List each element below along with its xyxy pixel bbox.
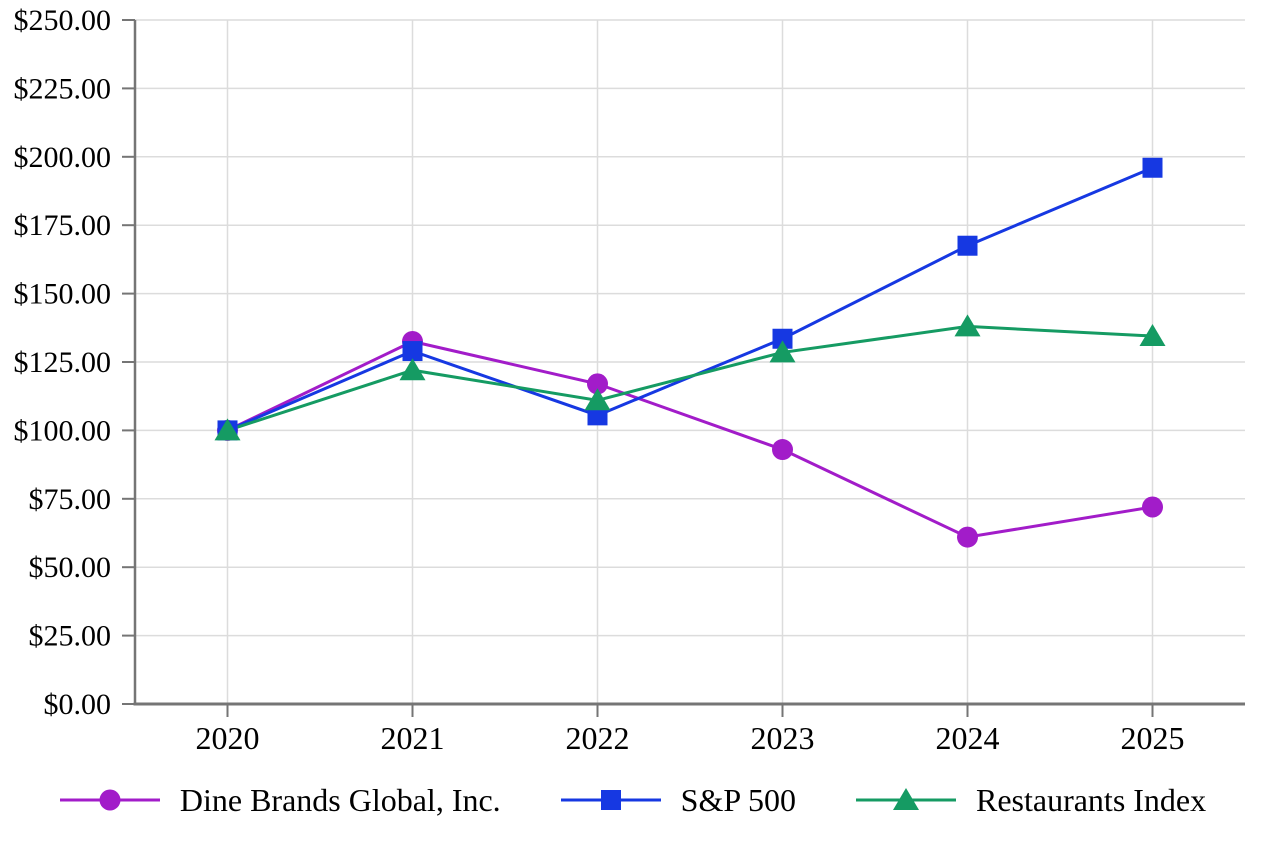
y-tick-label: $25.00	[29, 620, 112, 653]
y-tick-label: $125.00	[14, 346, 112, 379]
legend-item-sp-500: S&P 500	[559, 782, 796, 819]
data-point-sp-500	[772, 328, 793, 349]
data-point-restaurants-index	[399, 358, 426, 381]
y-tick-label: $75.00	[29, 483, 112, 516]
legend-label: S&P 500	[680, 781, 796, 818]
circle-marker	[99, 789, 121, 811]
data-point-restaurants-index	[769, 340, 796, 363]
x-tick-label: 2023	[751, 720, 815, 756]
legend-label: Dine Brands Global, Inc.	[179, 781, 501, 818]
legend-label: Restaurants Index	[975, 781, 1207, 818]
data-point-dine-brands-global-inc	[587, 373, 608, 395]
series-line-restaurants-index	[227, 324, 1153, 432]
series-line-sp-500	[226, 166, 1154, 432]
data-point-dine-brands-global-inc	[772, 439, 793, 461]
y-tick-label: $250.00	[14, 4, 112, 37]
series-line-dine-brands-global-inc	[226, 339, 1153, 539]
y-tick-label: $100.00	[14, 414, 112, 447]
x-tick-label: 2025	[1121, 720, 1185, 756]
square-marker	[600, 790, 621, 810]
data-point-restaurants-index	[214, 418, 241, 441]
legend-item-dine-brands-global-inc: Dine Brands Global, Inc.	[58, 782, 501, 819]
triangle-marker	[892, 788, 919, 810]
chart-legend: Dine Brands Global, Inc. S&P 500 Restauran…	[0, 760, 1264, 840]
y-tick-label: $225.00	[14, 72, 112, 105]
legend-key-square-icon	[560, 790, 661, 810]
data-point-restaurants-index	[584, 388, 611, 411]
data-point-restaurants-index	[1139, 324, 1166, 347]
legend-item-restaurants-index: Restaurants Index	[854, 782, 1206, 819]
x-tick-label: 2021	[381, 720, 445, 756]
data-point-sp-500	[957, 235, 978, 256]
y-tick-label: $50.00	[29, 551, 112, 584]
x-tick-label: 2024	[936, 720, 1000, 756]
data-point-sp-500	[402, 341, 423, 362]
data-point-restaurants-index	[954, 314, 981, 337]
data-point-sp-500	[1142, 157, 1163, 178]
y-tick-label: $175.00	[14, 209, 112, 242]
data-point-dine-brands-global-inc	[957, 526, 978, 548]
legend-key-triangle-icon	[855, 788, 956, 810]
x-tick-label: 2022	[566, 720, 630, 756]
chart-plot-area: $0.00 $25.00 $50.00 $75.00 $100.00 $125.00 $15…	[14, 4, 1245, 756]
y-tick-label: $200.00	[14, 141, 112, 174]
legend-key-circle-icon	[59, 789, 160, 811]
y-tick-label: $0.00	[44, 688, 112, 721]
y-tick-label: $150.00	[14, 278, 112, 311]
x-tick-label: 2020	[196, 720, 260, 756]
data-point-sp-500	[587, 405, 608, 426]
data-point-dine-brands-global-inc	[1142, 496, 1163, 518]
